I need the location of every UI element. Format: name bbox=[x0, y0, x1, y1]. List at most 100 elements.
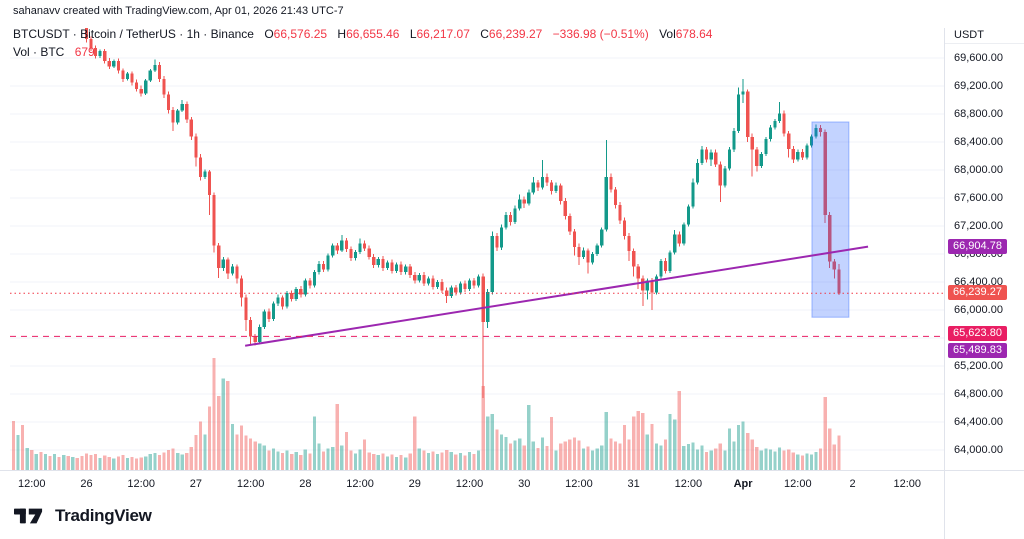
chart-legend: BTCUSDT · Bitcoin / TetherUS · 1h · Bina… bbox=[13, 27, 712, 59]
candle bbox=[800, 149, 804, 161]
candle bbox=[686, 204, 690, 227]
candle bbox=[312, 270, 317, 288]
candle bbox=[659, 258, 663, 279]
candle bbox=[622, 217, 627, 240]
candle bbox=[677, 231, 681, 247]
time-axis[interactable]: 12:00 26 12:00 27 12:00 28 12:00 29 12:00 30 12:00… bbox=[0, 470, 1024, 501]
candle bbox=[559, 183, 563, 205]
volume-bar bbox=[627, 439, 631, 470]
volume-bar bbox=[417, 448, 421, 470]
candle bbox=[194, 133, 198, 167]
volume-bar bbox=[709, 450, 713, 470]
volume-bar bbox=[135, 458, 139, 470]
volume-bar bbox=[691, 442, 695, 470]
candle bbox=[162, 76, 166, 98]
time-tick-label: 12:00 bbox=[236, 478, 265, 490]
candle bbox=[176, 109, 180, 125]
candle bbox=[185, 101, 189, 124]
volume-study-value: 679 bbox=[74, 45, 95, 59]
candle bbox=[98, 49, 102, 58]
candle bbox=[705, 146, 709, 163]
low-value: 66,217.07 bbox=[416, 27, 470, 41]
volume-bar bbox=[212, 358, 216, 470]
trend-line[interactable] bbox=[244, 245, 869, 347]
volume-bar bbox=[832, 444, 836, 470]
volume-bar bbox=[130, 456, 134, 470]
candle bbox=[540, 160, 545, 190]
candle bbox=[189, 116, 193, 140]
volume-bar bbox=[203, 434, 207, 470]
candle bbox=[777, 102, 782, 124]
volume-bar bbox=[559, 443, 563, 470]
tradingview-logo[interactable]: TradingView bbox=[14, 504, 152, 528]
volume-bar bbox=[276, 451, 280, 470]
volume-bar bbox=[604, 411, 608, 470]
candle bbox=[495, 233, 499, 252]
volume-bar bbox=[372, 454, 376, 470]
time-tick-label: 12:00 bbox=[17, 478, 46, 490]
candle bbox=[363, 240, 367, 252]
volume-bar bbox=[144, 456, 148, 470]
volume-bar bbox=[486, 416, 490, 470]
candle bbox=[764, 137, 768, 156]
volume-bar bbox=[595, 448, 599, 470]
time-tick-label: 30 bbox=[518, 478, 531, 490]
candle bbox=[755, 146, 759, 172]
candle bbox=[271, 301, 276, 322]
candle bbox=[604, 139, 608, 232]
volume-bar bbox=[435, 454, 440, 470]
candle bbox=[426, 276, 431, 286]
close-label: C bbox=[480, 27, 489, 41]
time-tick-label: 12:00 bbox=[127, 478, 155, 490]
candle bbox=[809, 134, 814, 148]
candle bbox=[440, 279, 444, 294]
candle bbox=[472, 277, 476, 289]
time-tick-label: 27 bbox=[189, 478, 203, 490]
symbol-title[interactable]: BTCUSDT · Bitcoin / TetherUS · 1h · Bina… bbox=[13, 27, 254, 41]
volume-bar bbox=[426, 453, 431, 470]
volume-layer bbox=[11, 358, 841, 470]
candle bbox=[823, 129, 827, 224]
time-tick-label: 12:00 bbox=[784, 478, 812, 490]
volume-bar bbox=[185, 453, 189, 470]
volume-bar bbox=[682, 446, 686, 470]
volume-bar bbox=[285, 450, 289, 470]
candle bbox=[641, 275, 645, 306]
volume-bar bbox=[787, 449, 791, 470]
candle bbox=[445, 287, 449, 303]
volume-bar bbox=[48, 456, 52, 470]
volume-bar bbox=[294, 452, 298, 470]
time-tick-label: 12:00 bbox=[893, 478, 922, 490]
price-tick-label: 65,200.00 bbox=[954, 359, 1003, 372]
candle bbox=[321, 261, 326, 273]
candle bbox=[814, 124, 818, 139]
candle bbox=[700, 146, 704, 166]
volume-bar bbox=[796, 454, 800, 470]
volume-bar bbox=[249, 438, 253, 470]
volume-value: 678.64 bbox=[675, 27, 713, 41]
time-tick-label: 28 bbox=[299, 478, 312, 490]
close-value: 66,239.27 bbox=[488, 27, 543, 41]
candle bbox=[230, 263, 234, 276]
volume-bar bbox=[736, 425, 741, 470]
candle bbox=[344, 237, 348, 252]
time-tick-label: 12:00 bbox=[346, 478, 374, 490]
candle bbox=[663, 258, 668, 274]
time-tick-label: 12:00 bbox=[565, 478, 593, 490]
selection-range-box[interactable] bbox=[811, 121, 850, 318]
volume-bar bbox=[540, 437, 545, 470]
candle bbox=[258, 324, 262, 345]
volume-bar bbox=[171, 448, 175, 470]
price-axis[interactable]: USDT 69,600.00 69,200.00 68,800.00 68,400.0… bbox=[944, 28, 1024, 539]
volume-bar bbox=[404, 457, 408, 470]
volume-bar bbox=[659, 445, 663, 470]
price-badge-last-price: 66,239.27 bbox=[948, 285, 1007, 301]
volume-study-label[interactable]: Vol · BTC bbox=[13, 45, 65, 59]
volume-bar bbox=[340, 445, 344, 470]
candle bbox=[239, 275, 244, 307]
volume-bar bbox=[650, 424, 654, 470]
candle bbox=[463, 280, 467, 292]
candle bbox=[650, 277, 654, 310]
